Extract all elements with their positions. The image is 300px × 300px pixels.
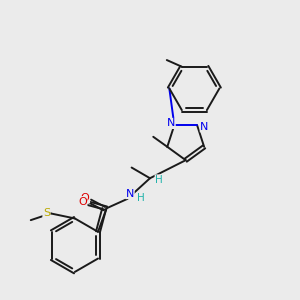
Text: N: N <box>126 189 134 199</box>
Text: H: H <box>155 175 163 185</box>
Text: O: O <box>81 193 90 203</box>
Text: H: H <box>137 193 145 202</box>
Text: S: S <box>43 208 50 218</box>
Text: N: N <box>200 122 208 132</box>
Text: O: O <box>78 196 87 207</box>
Text: N: N <box>167 118 175 128</box>
